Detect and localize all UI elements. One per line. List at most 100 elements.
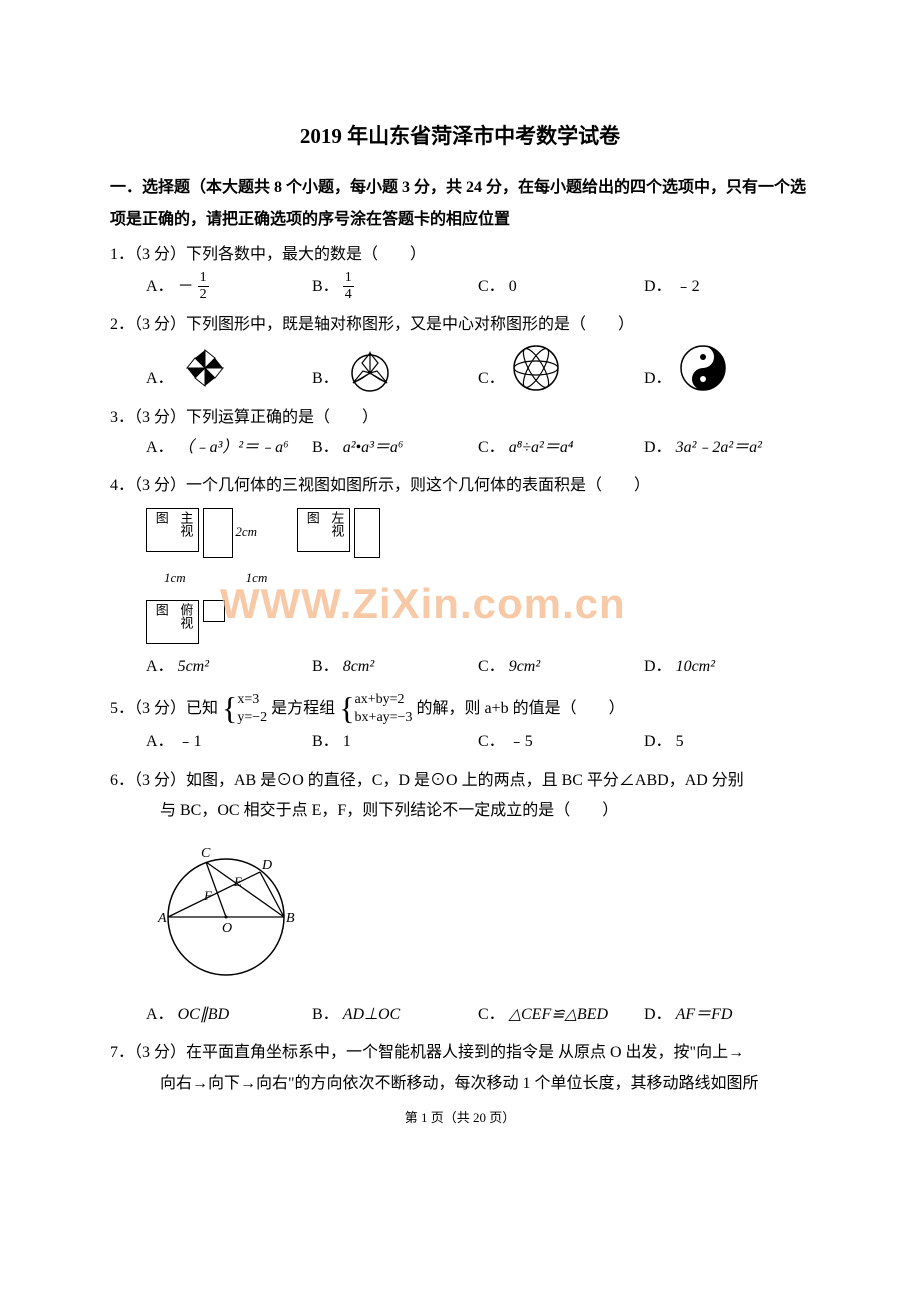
pinwheel-icon	[178, 341, 232, 395]
q5-opt-a: A．﹣1	[146, 727, 312, 757]
section-heading: 一．选择题（本大题共 8 个小题，每小题 3 分，共 24 分，在每小题给出的四…	[110, 172, 810, 236]
opt-label-a: A．	[146, 433, 174, 463]
q2-opt-a: A．	[146, 341, 312, 395]
q3-opt-b: B．a²•a³＝a⁶	[312, 433, 478, 463]
page-footer: 第 1 页（共 20 页）	[110, 1107, 810, 1126]
q3-stem: 3．（3 分）下列运算正确的是（ ）	[110, 403, 810, 433]
q7-stem2: 向右→向下→向右"的方向依次不断移动，每次移动 1 个单位长度，其移动路线如图所	[110, 1069, 810, 1099]
q6-stem2: 与 BC，OC 相交于点 E，F，则下列结论不一定成立的是（ ）	[110, 796, 810, 826]
q3-c: a⁸÷a²＝a⁴	[509, 433, 574, 463]
q1-c-val: 0	[509, 272, 517, 302]
opt-label-b: B．	[312, 1000, 339, 1030]
opt-label-a: A．	[146, 652, 174, 682]
numerator: 1	[343, 270, 354, 286]
dim-2cm: 2cm	[235, 520, 257, 545]
opt-label-c: C．	[478, 727, 505, 757]
system-2: { ax+by=2 bx+ay=−3	[339, 691, 412, 727]
q4-c: 9cm²	[509, 652, 540, 682]
front-view-label: 主视图	[146, 508, 199, 552]
opt-label-b: B．	[312, 433, 339, 463]
q3-opt-a: A．（﹣a³）²＝﹣a⁶	[146, 433, 312, 463]
q6-c: △CEF≌△BED	[509, 1000, 608, 1030]
svg-text:A: A	[157, 911, 167, 926]
q6-d: AF＝FD	[676, 1000, 733, 1030]
q3-opt-c: C．a⁸÷a²＝a⁴	[478, 433, 644, 463]
q5-stem-a: 5．（3 分）已知	[110, 700, 218, 717]
top-view-label: 俯视图	[146, 600, 199, 644]
question-4: 4．（3 分）一个几何体的三视图如图所示，则这个几何体的表面积是（ ） 主视图 …	[110, 471, 810, 682]
opt-label-c: C．	[478, 433, 505, 463]
opt-label-a: A．	[146, 1000, 174, 1030]
eq-bxay: bx+ay=−3	[355, 709, 413, 727]
q5-stem: 5．（3 分）已知 { x=3 y=−2 是方程组 { ax+by=2 bx+a…	[110, 691, 810, 727]
front-view-rect	[203, 508, 233, 558]
q1-stem: 1．（3 分）下列各数中，最大的数是（ ）	[110, 240, 810, 270]
opt-label-c: C．	[478, 272, 505, 302]
q6-a: OC∥BD	[178, 1000, 230, 1030]
q4-stem: 4．（3 分）一个几何体的三视图如图所示，则这个几何体的表面积是（ ）	[110, 471, 810, 501]
six-petal-icon	[509, 341, 563, 395]
q5-d: 5	[676, 727, 684, 757]
question-6: 6．（3 分）如图，AB 是⊙O 的直径，C，D 是⊙O 上的两点，且 BC 平…	[110, 766, 810, 1031]
opt-label-d: D．	[644, 433, 672, 463]
dim-1cm-a: 1cm	[164, 566, 186, 591]
svg-text:F: F	[203, 888, 213, 903]
q2-opt-b: B．	[312, 341, 478, 395]
q7-stem1: 7．（3 分）在平面直角坐标系中，一个智能机器人接到的指令是 从原点 O 出发，…	[110, 1038, 810, 1068]
fraction: 1 2	[198, 270, 209, 302]
opt-label-a: A．	[146, 272, 174, 302]
q5-opt-d: D．5	[644, 727, 810, 757]
svg-text:B: B	[286, 911, 295, 926]
q6-opt-b: B．AD⊥OC	[312, 1000, 478, 1030]
q6-opt-d: D．AF＝FD	[644, 1000, 810, 1030]
q1-opt-d: D． ﹣2	[644, 272, 810, 302]
q6-b: AD⊥OC	[343, 1000, 401, 1030]
opt-label-a: A．	[146, 364, 174, 394]
eq-axby: ax+by=2	[355, 691, 413, 709]
q2-stem: 2．（3 分）下列图形中，既是轴对称图形，又是中心对称图形的是（ ）	[110, 310, 810, 340]
q5-c: ﹣5	[509, 727, 533, 757]
q5-stem-c: 的解，则 a+b 的值是（ ）	[416, 700, 624, 717]
q5-opt-b: B．1	[312, 727, 478, 757]
dim-1cm-b: 1cm	[246, 566, 268, 591]
q6-stem1: 6．（3 分）如图，AB 是⊙O 的直径，C，D 是⊙O 上的两点，且 BC 平…	[110, 766, 810, 796]
q5-opt-c: C．﹣5	[478, 727, 644, 757]
three-view-figure: 主视图 2cm 左视图 1cm 1cm 俯视图	[110, 508, 810, 645]
denominator: 2	[198, 287, 209, 302]
opt-label-b: B．	[312, 727, 339, 757]
opt-label-d: D．	[644, 272, 672, 302]
opt-label-d: D．	[644, 1000, 672, 1030]
q1-opt-a: A． － 1 2	[146, 270, 312, 302]
q5-stem-b: 是方程组	[271, 700, 335, 717]
top-view-rect	[203, 600, 225, 622]
circle-figure: A B C D E F O	[110, 832, 810, 993]
opt-label-a: A．	[146, 727, 174, 757]
opt-label-c: C．	[478, 364, 505, 394]
fraction: 1 4	[343, 270, 354, 302]
q1-d-val: ﹣2	[676, 272, 700, 302]
q1-opt-b: B． 1 4	[312, 270, 478, 302]
opt-label-c: C．	[478, 1000, 505, 1030]
q4-opt-d: D．10cm²	[644, 652, 810, 682]
q3-opt-d: D．3a²﹣2a²＝a²	[644, 433, 810, 463]
svg-text:D: D	[261, 858, 272, 873]
q1-opt-c: C． 0	[478, 272, 644, 302]
svg-text:E: E	[233, 874, 242, 889]
opt-label-d: D．	[644, 652, 672, 682]
q4-a: 5cm²	[178, 652, 209, 682]
svg-text:C: C	[201, 846, 211, 861]
question-1: 1．（3 分）下列各数中，最大的数是（ ） A． － 1 2 B． 1 4 C．…	[110, 240, 810, 302]
q4-opt-b: B．8cm²	[312, 652, 478, 682]
denominator: 4	[343, 287, 354, 302]
q6-opt-c: C．△CEF≌△BED	[478, 1000, 644, 1030]
svg-text:O: O	[222, 921, 232, 936]
left-view-rect	[354, 508, 380, 558]
q3-d: 3a²﹣2a²＝a²	[676, 433, 762, 463]
opt-label-d: D．	[644, 727, 672, 757]
q3-a: （﹣a³）²＝﹣a⁶	[178, 433, 289, 463]
opt-label-c: C．	[478, 652, 505, 682]
q5-b: 1	[343, 727, 351, 757]
yinyang-icon	[676, 341, 730, 395]
q4-d: 10cm²	[676, 652, 715, 682]
question-7: 7．（3 分）在平面直角坐标系中，一个智能机器人接到的指令是 从原点 O 出发，…	[110, 1038, 810, 1099]
